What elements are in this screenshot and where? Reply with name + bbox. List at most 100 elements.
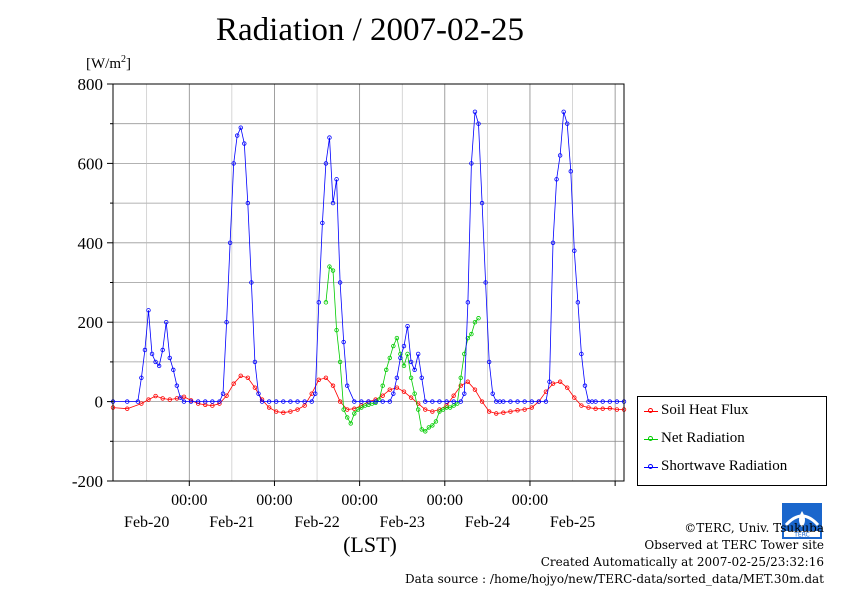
- data-point: [501, 410, 506, 415]
- observation-site-text: Observed at TERC Tower site: [644, 538, 824, 552]
- data-point: [394, 335, 400, 341]
- data-point: [614, 407, 620, 412]
- data-point: [401, 343, 407, 349]
- data-point: [423, 407, 428, 412]
- data-source-text: Data source : /home/hojyo/new/TERC-data/…: [405, 572, 824, 586]
- data-point: [337, 399, 343, 404]
- data-point: [444, 399, 449, 404]
- data-point: [423, 399, 428, 404]
- data-point: [238, 125, 243, 130]
- data-point: [139, 401, 144, 406]
- data-point: [309, 399, 314, 404]
- data-point: [408, 395, 414, 400]
- data-point: [593, 406, 598, 411]
- data-point: [458, 375, 463, 380]
- data-point: [391, 391, 396, 396]
- data-point: [614, 399, 620, 404]
- data-point: [579, 351, 584, 357]
- data-point: [174, 383, 180, 388]
- data-point: [153, 393, 158, 399]
- data-point: [430, 423, 435, 428]
- data-point: [437, 409, 442, 414]
- data-point: [465, 335, 471, 341]
- data-point: [387, 387, 392, 392]
- data-point: [327, 135, 332, 140]
- data-point: [522, 399, 527, 404]
- data-point: [266, 399, 272, 404]
- data-point: [515, 408, 520, 413]
- series-line: [113, 111, 624, 403]
- data-point: [472, 387, 478, 392]
- data-point: [465, 379, 471, 384]
- data-point: [419, 427, 424, 432]
- series-layer: [110, 109, 627, 434]
- data-point: [231, 381, 236, 386]
- data-point: [469, 331, 474, 337]
- data-point: [408, 375, 414, 380]
- data-point: [288, 409, 293, 414]
- x-tick-time-label: 00:00: [341, 492, 377, 509]
- data-point: [415, 351, 421, 357]
- y-tick-labels: -200 0 200 400 600 800: [72, 75, 103, 491]
- data-point: [330, 268, 336, 273]
- data-point: [387, 355, 392, 361]
- data-point: [437, 399, 442, 404]
- data-point: [313, 391, 318, 396]
- data-point: [451, 393, 456, 398]
- data-point: [458, 399, 463, 404]
- data-point: [142, 347, 148, 353]
- data-point: [415, 401, 421, 406]
- data-point: [472, 320, 478, 325]
- data-point: [153, 359, 158, 365]
- x-tick-date-label: Feb-21: [209, 514, 254, 531]
- data-point: [316, 300, 322, 305]
- data-point: [380, 393, 385, 398]
- data-point: [380, 399, 385, 404]
- data-point: [345, 383, 350, 388]
- y-tick-label: 800: [78, 75, 104, 94]
- x-tick-date-label: Feb-25: [550, 514, 595, 531]
- data-point: [391, 343, 396, 349]
- data-point: [494, 411, 499, 416]
- data-point: [124, 399, 130, 404]
- data-point: [149, 351, 155, 357]
- x-tick-date-label: Feb-20: [124, 514, 169, 531]
- series-shortwave-radiation: [110, 109, 627, 404]
- x-tick-time-label: 00:00: [171, 492, 207, 509]
- data-point: [568, 169, 573, 174]
- data-point: [167, 355, 172, 361]
- data-point: [341, 407, 346, 412]
- data-point: [245, 200, 251, 206]
- data-point: [557, 379, 563, 384]
- grid-lines: [113, 83, 624, 482]
- data-point: [160, 347, 165, 353]
- data-point: [135, 399, 141, 404]
- x-tick-date-label: Feb-23: [380, 514, 425, 531]
- data-point: [529, 399, 534, 404]
- data-point: [334, 177, 339, 182]
- data-point: [529, 405, 534, 410]
- data-point: [203, 399, 208, 404]
- data-point: [469, 161, 474, 166]
- data-point: [231, 161, 236, 166]
- data-point: [565, 121, 570, 126]
- data-point: [164, 320, 169, 325]
- data-point: [476, 121, 481, 126]
- data-point: [600, 399, 605, 404]
- data-point: [373, 399, 378, 404]
- data-point: [501, 399, 506, 404]
- data-point: [561, 109, 566, 114]
- data-point: [160, 396, 165, 401]
- data-point: [323, 375, 329, 380]
- data-point: [227, 240, 233, 245]
- data-point: [330, 383, 336, 388]
- data-point: [337, 359, 343, 365]
- data-point: [178, 395, 183, 400]
- data-point: [323, 300, 329, 305]
- data-point: [334, 327, 339, 333]
- data-point: [554, 177, 559, 182]
- data-point: [572, 395, 577, 400]
- data-point: [398, 355, 403, 361]
